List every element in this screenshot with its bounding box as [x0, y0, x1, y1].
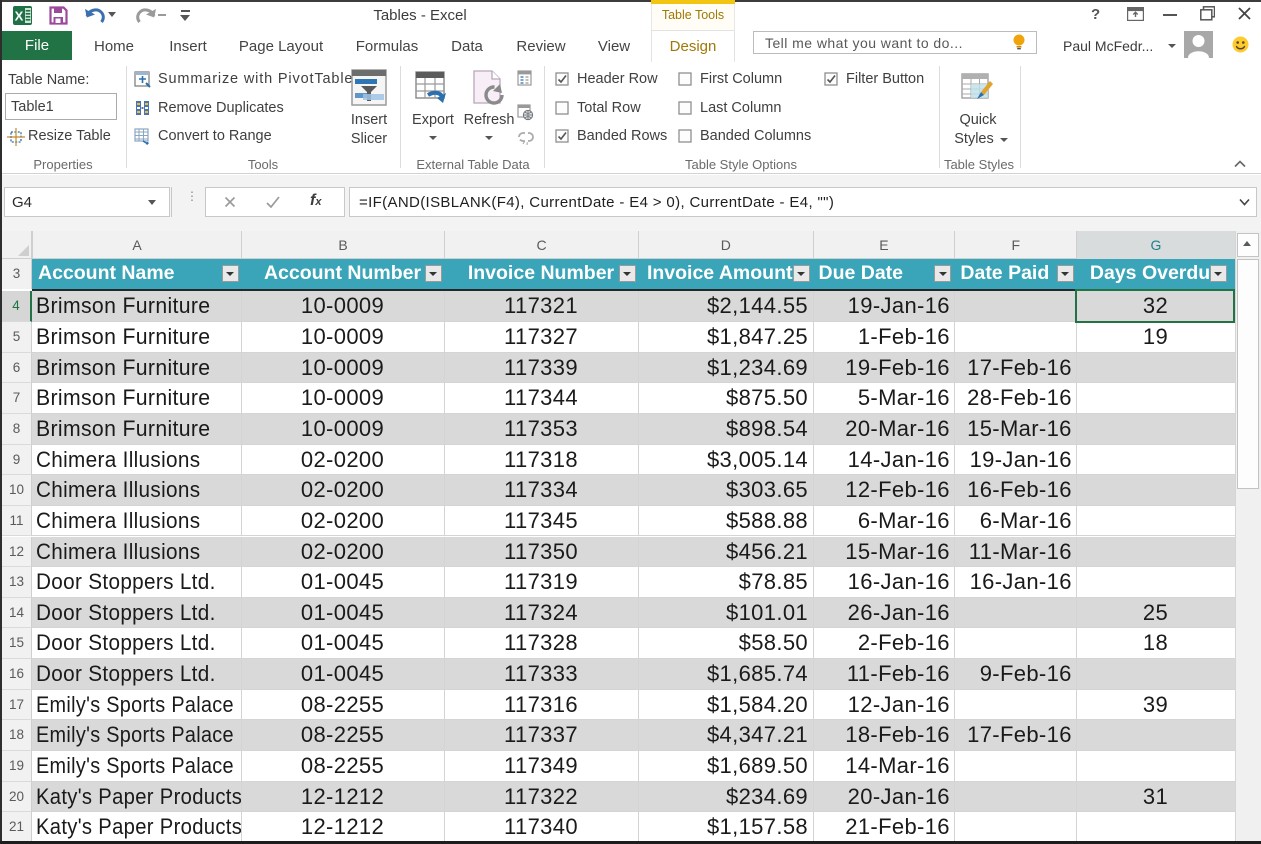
- svg-text:X: X: [15, 9, 24, 24]
